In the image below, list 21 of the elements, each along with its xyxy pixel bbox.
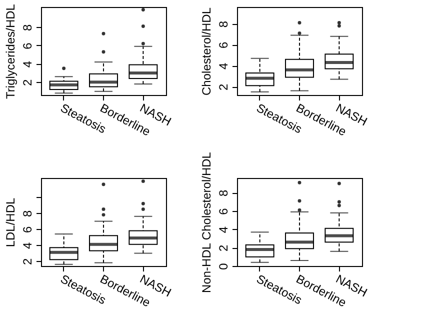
y-tick-label: 8	[216, 20, 230, 28]
y-tick-label: 4	[216, 62, 230, 70]
y-tick-label: 2	[216, 83, 230, 90]
y-tick-label: 4	[216, 226, 230, 234]
y-tick-label: 6	[20, 226, 34, 234]
y-tick-label: 2	[216, 244, 230, 252]
y-tick-label: 8	[20, 24, 34, 32]
y-tick-label: 6	[20, 42, 34, 50]
y-tick-label: 4	[20, 60, 34, 68]
y-tick-label: 2	[20, 258, 34, 266]
y-axis-title: Non-HDL Cholesterol/HDL	[200, 152, 214, 293]
y-axis-title: LDL/HDL	[4, 198, 18, 248]
y-tick-label: 0	[216, 262, 230, 270]
y-tick-label: 6	[216, 42, 230, 49]
y-tick-label: 8	[20, 210, 34, 218]
y-tick-label: 4	[20, 242, 34, 250]
y-tick-label: 2	[20, 79, 34, 86]
y-tick-label: 8	[216, 190, 230, 197]
y-axis-title: Cholesterol/HDL	[200, 7, 214, 96]
y-axis-title: Triglycerides/HDL	[4, 4, 18, 99]
y-tick-label: 6	[216, 208, 230, 215]
